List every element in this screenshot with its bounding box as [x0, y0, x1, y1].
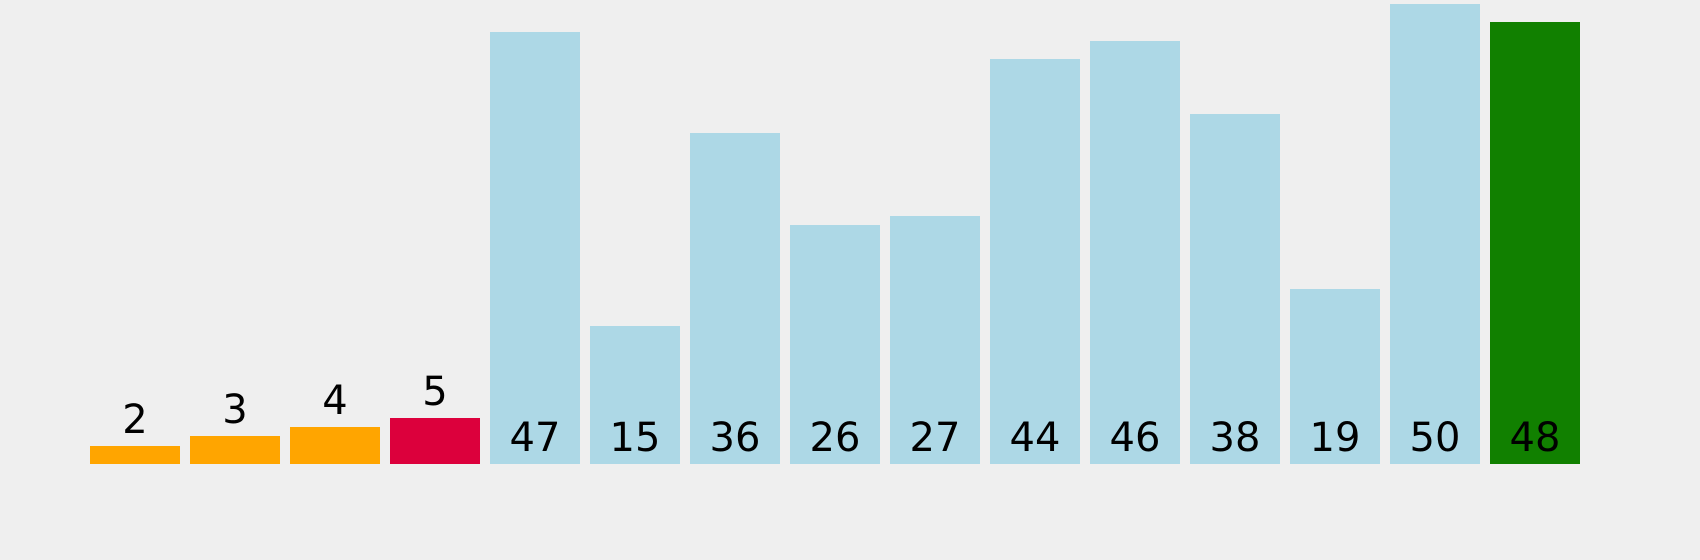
bar-9 — [890, 216, 980, 464]
bar-value-label-7: 36 — [709, 415, 761, 461]
bar-value-label-2: 3 — [222, 387, 248, 433]
bar-4 — [390, 418, 480, 464]
bar-value-label-6: 15 — [609, 415, 661, 461]
bar-value-label-10: 44 — [1009, 415, 1061, 461]
bar-value-label-1: 2 — [122, 397, 148, 443]
bar-1 — [90, 446, 180, 464]
bar-value-label-4: 5 — [422, 369, 448, 415]
bar-6 — [590, 326, 680, 464]
bar-13 — [1290, 289, 1380, 464]
bar-5 — [490, 32, 580, 464]
bar-2 — [190, 436, 280, 464]
bar-3 — [290, 427, 380, 464]
bar-15 — [1490, 22, 1580, 464]
bar-value-label-5: 47 — [509, 415, 561, 461]
bar-value-label-12: 38 — [1209, 415, 1261, 461]
bar-value-label-9: 27 — [909, 415, 961, 461]
bar-11 — [1090, 41, 1180, 464]
bar-value-label-15: 48 — [1509, 415, 1561, 461]
bar-14 — [1390, 4, 1480, 464]
bar-7 — [690, 133, 780, 464]
bar-value-label-11: 46 — [1109, 415, 1161, 461]
bar-8 — [790, 225, 880, 464]
bar-value-label-13: 19 — [1309, 415, 1361, 461]
bar-12 — [1190, 114, 1280, 464]
bar-10 — [990, 59, 1080, 464]
bar-value-label-8: 26 — [809, 415, 861, 461]
bar-value-label-3: 4 — [322, 378, 348, 424]
bar-value-label-14: 50 — [1409, 415, 1461, 461]
